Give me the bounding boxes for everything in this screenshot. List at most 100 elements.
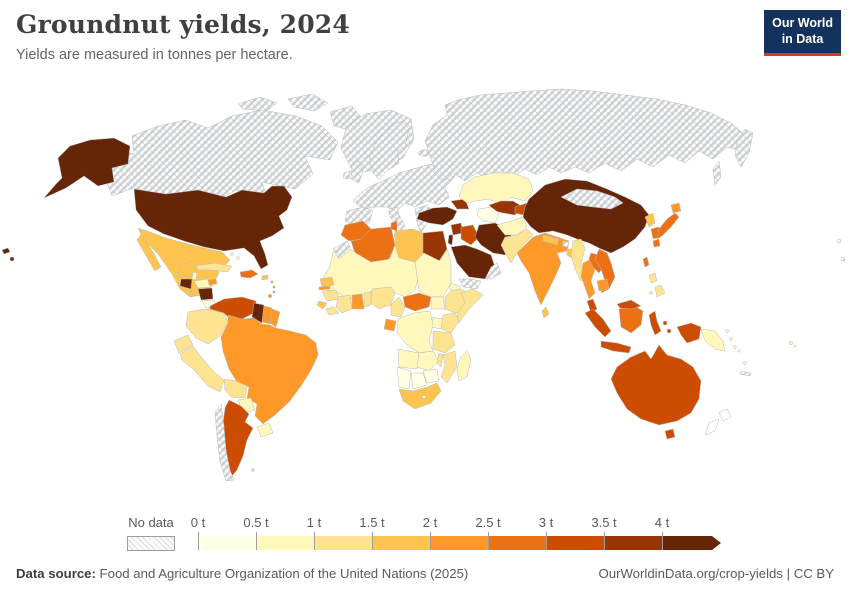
region-namibia[interactable]: [396, 366, 412, 390]
region-cambodia[interactable]: [596, 278, 610, 292]
region-mozambique[interactable]: [440, 350, 458, 384]
region-kenya[interactable]: [440, 312, 460, 334]
region-vietnam[interactable]: [594, 248, 616, 294]
region-south-sudan[interactable]: [430, 296, 446, 310]
region-china[interactable]: [522, 178, 650, 254]
region-tanzania[interactable]: [432, 330, 456, 354]
legend-swatch[interactable]: [546, 536, 604, 550]
region-vanuatu[interactable]: [743, 361, 747, 365]
region-malaysia-peninsula[interactable]: [586, 298, 598, 314]
region-bolivia[interactable]: [223, 378, 248, 399]
region-yucatan[interactable]: [177, 260, 198, 278]
region-canada-arctic2[interactable]: [287, 93, 329, 112]
legend-swatch[interactable]: [430, 536, 488, 550]
region-falklands[interactable]: [251, 468, 255, 472]
region-india[interactable]: [516, 232, 570, 306]
region-philippines2[interactable]: [654, 284, 666, 298]
region-moluccas2[interactable]: [666, 328, 672, 334]
region-japan-kyushu[interactable]: [652, 238, 661, 248]
region-israel[interactable]: [447, 234, 454, 246]
region-sierra-leone[interactable]: [316, 300, 328, 310]
region-canada-arctic1[interactable]: [237, 96, 278, 112]
region-iceland[interactable]: [417, 149, 430, 157]
region-gabon[interactable]: [383, 318, 397, 332]
region-united-states[interactable]: [133, 185, 293, 270]
region-scandinavia[interactable]: [368, 120, 410, 180]
region-philippines1[interactable]: [648, 272, 658, 284]
region-kamchatka[interactable]: [734, 128, 754, 168]
region-iraq[interactable]: [460, 224, 480, 246]
region-sulawesi[interactable]: [648, 310, 662, 336]
region-lesotho[interactable]: [422, 395, 426, 399]
region-madagascar[interactable]: [456, 350, 472, 382]
region-angola[interactable]: [397, 348, 420, 370]
region-afghanistan[interactable]: [496, 216, 528, 236]
region-lesser-antilles1[interactable]: [270, 280, 274, 284]
region-car[interactable]: [402, 292, 432, 312]
region-peru[interactable]: [179, 345, 225, 393]
region-solomon1[interactable]: [733, 345, 737, 349]
region-nicaragua[interactable]: [197, 287, 214, 301]
owid-logo[interactable]: Our World in Data: [764, 10, 841, 56]
region-sumatra[interactable]: [584, 308, 612, 338]
region-drc[interactable]: [396, 310, 434, 354]
region-borneo[interactable]: [618, 304, 644, 334]
region-ireland[interactable]: [342, 170, 351, 180]
region-ghana[interactable]: [351, 293, 365, 310]
region-bahamas[interactable]: [230, 252, 234, 256]
region-somalia[interactable]: [456, 288, 484, 324]
region-zambia[interactable]: [416, 350, 440, 372]
region-hispaniola[interactable]: [239, 269, 259, 279]
region-ecuador[interactable]: [173, 334, 194, 354]
region-australia[interactable]: [610, 344, 702, 426]
region-bahamas2[interactable]: [236, 256, 240, 260]
region-turkmenistan[interactable]: [476, 206, 500, 224]
region-cameroon[interactable]: [390, 296, 406, 318]
region-yemen[interactable]: [458, 278, 482, 290]
region-trinidad[interactable]: [267, 293, 273, 299]
no-data-swatch[interactable]: [127, 536, 175, 551]
region-pakistan[interactable]: [500, 228, 534, 264]
region-western-sahara[interactable]: [332, 240, 352, 260]
region-java[interactable]: [600, 340, 632, 354]
region-alaska[interactable]: [43, 137, 131, 199]
region-sakhalin[interactable]: [712, 160, 722, 186]
region-el-salvador[interactable]: [185, 289, 197, 297]
credit-link[interactable]: OurWorldinData.org/crop-yields | CC BY: [598, 566, 834, 581]
region-taiwan[interactable]: [642, 256, 650, 268]
region-kazakhstan[interactable]: [458, 172, 534, 206]
region-bhutan[interactable]: [561, 240, 570, 248]
legend-swatch[interactable]: [256, 536, 314, 550]
region-pacific-islands2[interactable]: [840, 256, 846, 262]
region-sri-lanka[interactable]: [541, 306, 550, 319]
region-papua-new-guinea[interactable]: [700, 328, 726, 352]
legend-swatch[interactable]: [488, 536, 546, 550]
region-gambia[interactable]: [318, 285, 331, 291]
region-colombia[interactable]: [185, 308, 229, 345]
region-baja[interactable]: [136, 233, 162, 272]
region-tunisia[interactable]: [390, 220, 398, 232]
region-ivory-coast[interactable]: [335, 294, 353, 314]
region-russia[interactable]: [424, 88, 746, 182]
region-west-papua[interactable]: [676, 322, 702, 344]
region-senegal[interactable]: [319, 276, 335, 288]
region-turkey[interactable]: [416, 206, 458, 226]
legend-swatch[interactable]: [662, 536, 721, 550]
region-new-zealand-south[interactable]: [704, 418, 720, 436]
region-belize[interactable]: [191, 271, 198, 281]
region-malawi[interactable]: [436, 352, 444, 368]
region-nepal[interactable]: [542, 234, 560, 246]
region-sudan[interactable]: [414, 248, 452, 298]
region-south-africa[interactable]: [398, 382, 442, 410]
region-suriname[interactable]: [261, 305, 273, 325]
legend-swatch[interactable]: [314, 536, 372, 550]
region-italy[interactable]: [388, 206, 406, 232]
region-togo-benin[interactable]: [363, 291, 372, 308]
region-united-kingdom[interactable]: [350, 160, 364, 184]
region-png-island1[interactable]: [725, 329, 729, 333]
region-philippines3[interactable]: [649, 291, 653, 295]
legend-swatch[interactable]: [604, 536, 662, 550]
region-japan-hokkaido[interactable]: [670, 202, 682, 214]
region-honduras[interactable]: [193, 278, 212, 289]
